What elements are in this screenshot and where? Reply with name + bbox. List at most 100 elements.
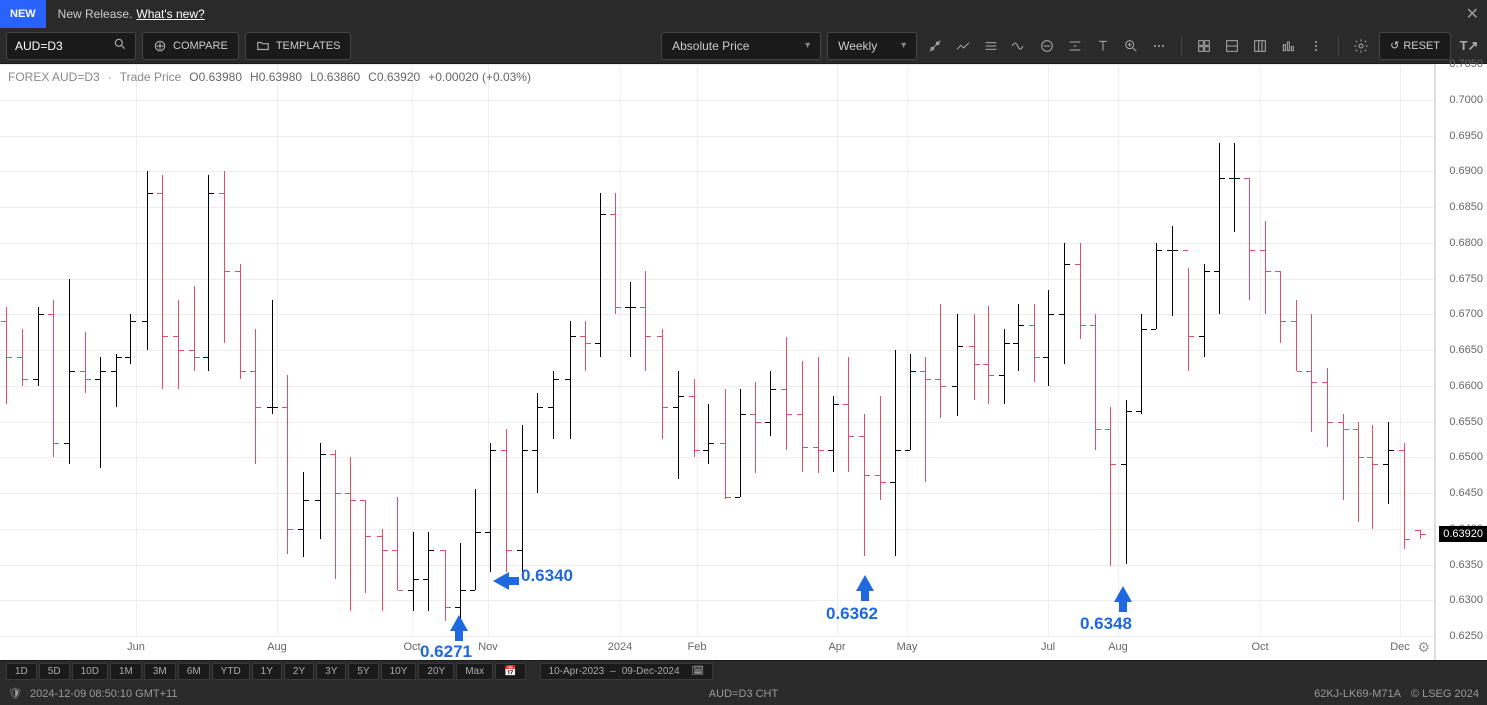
banner-close-icon[interactable]: ✕ (1466, 4, 1479, 24)
range-button-1d[interactable]: 1D (6, 663, 37, 680)
y-axis-label: 0.6900 (1449, 165, 1483, 177)
drawing-tools (923, 34, 1171, 58)
annotation-arrow (493, 572, 509, 590)
list-icon[interactable] (979, 34, 1003, 58)
x-axis-label: Feb (688, 641, 707, 653)
y-axis[interactable]: 0.62500.63000.63500.64000.64500.65000.65… (1435, 64, 1487, 660)
ohlc-o: O0.63980 (189, 70, 242, 84)
y-axis-label: 0.6950 (1449, 130, 1483, 142)
status-copyright: © LSEG 2024 (1411, 688, 1479, 700)
y-axis-label: 0.6350 (1449, 559, 1483, 571)
range-button-5d[interactable]: 5D (39, 663, 70, 680)
banner-text: New Release. (58, 7, 133, 21)
chart-type-label: Trade Price (120, 70, 182, 84)
zoom-icon[interactable] (1119, 34, 1143, 58)
y-axis-label: 0.6700 (1449, 308, 1483, 320)
symbol-input[interactable]: AUD=D3 (6, 32, 136, 60)
symbol-text: AUD=D3 (15, 39, 113, 53)
settings-icon[interactable] (1349, 34, 1373, 58)
y-axis-label: 0.6300 (1449, 594, 1483, 606)
shield-icon: 🛡 (8, 687, 22, 700)
panel-icon[interactable] (1220, 34, 1244, 58)
y-axis-label: 0.6450 (1449, 487, 1483, 499)
time-range-bar: 1D5D10D1M3M6MYTD1Y2Y3Y5Y10Y20YMax📅 10-Apr… (0, 660, 1487, 682)
y-axis-label: 0.6550 (1449, 416, 1483, 428)
annotation-label: 0.6362 (826, 604, 878, 624)
more-icon[interactable] (1147, 34, 1171, 58)
range-button-10y[interactable]: 10Y (381, 663, 417, 680)
y-axis-label: 0.6600 (1449, 380, 1483, 392)
status-center: AUD=D3 CHT (498, 688, 988, 700)
compare-button[interactable]: COMPARE (142, 32, 239, 60)
range-button-6m[interactable]: 6M (178, 663, 210, 680)
range-button-1m[interactable]: 1M (110, 663, 142, 680)
ohlc-h: H0.63980 (250, 70, 302, 84)
x-axis-label: Aug (267, 641, 287, 653)
levels-icon[interactable] (1063, 34, 1087, 58)
interval-dropdown[interactable]: Weekly▾ (827, 32, 917, 60)
range-button-3y[interactable]: 3Y (316, 663, 346, 680)
status-bar: 🛡 2024-12-09 08:50:10 GMT+11 AUD=D3 CHT … (0, 682, 1487, 705)
x-axis-label: Jun (127, 641, 145, 653)
templates-button[interactable]: TEMPLATES (245, 32, 352, 60)
ohlc-chg: +0.00020 (+0.03%) (428, 70, 531, 84)
x-axis-label: Jul (1041, 641, 1055, 653)
circle-icon[interactable] (1035, 34, 1059, 58)
x-axis-label: Apr (828, 641, 845, 653)
ohlc-c: C0.63920 (368, 70, 420, 84)
indicator-icon[interactable] (951, 34, 975, 58)
fullscreen-icon[interactable]: T↗ (1457, 34, 1481, 58)
range-button-1y[interactable]: 1Y (252, 663, 282, 680)
chart-symbol-label: FOREX AUD=D3 (8, 70, 100, 84)
range-button-2y[interactable]: 2Y (284, 663, 314, 680)
annotation-arrow (856, 575, 874, 591)
annotation-label: 0.6271 (420, 642, 472, 662)
current-price-tag: 0.63920 (1439, 526, 1487, 542)
range-button-20y[interactable]: 20Y (418, 663, 454, 680)
grid-icon[interactable] (1192, 34, 1216, 58)
x-axis-label: 2024 (608, 641, 632, 653)
x-axis-label: Nov (478, 641, 498, 653)
range-button-5y[interactable]: 5Y (348, 663, 378, 680)
range-button-3m[interactable]: 3M (144, 663, 176, 680)
ohlc-l: L0.63860 (310, 70, 360, 84)
annotation-label: 0.6340 (521, 566, 573, 586)
toolbar: AUD=D3 COMPARE TEMPLATES Absolute Price▾… (0, 28, 1487, 64)
y-axis-label: 0.7050 (1449, 58, 1483, 70)
y-axis-label: 0.6850 (1449, 201, 1483, 213)
status-timestamp: 2024-12-09 08:50:10 GMT+11 (30, 688, 177, 700)
banner-link[interactable]: What's new? (136, 7, 204, 21)
layout-tools (1192, 34, 1328, 58)
text-icon[interactable] (1091, 34, 1115, 58)
new-badge: NEW (0, 0, 46, 28)
y-axis-label: 0.6500 (1449, 451, 1483, 463)
chart-main[interactable]: FOREX AUD=D3 · Trade Price O0.63980 H0.6… (0, 64, 1435, 660)
wave-icon[interactable] (1007, 34, 1031, 58)
x-axis-label: May (897, 641, 918, 653)
range-button-ytd[interactable]: YTD (212, 663, 250, 680)
x-axis: JunAugOctNov2024FebAprMayJulAugOctDec (0, 636, 1434, 660)
crosshair-icon[interactable] (923, 34, 947, 58)
search-icon[interactable] (113, 37, 127, 54)
range-button-max[interactable]: Max (456, 663, 493, 680)
y-axis-label: 0.6250 (1449, 630, 1483, 642)
x-axis-label: Dec (1390, 641, 1410, 653)
annotation-arrow (450, 615, 468, 631)
annotation-label: 0.6348 (1080, 614, 1132, 634)
date-range[interactable]: 10-Apr-2023–09-Dec-2024🗓 (540, 663, 714, 680)
y-axis-label: 0.6650 (1449, 344, 1483, 356)
reset-button[interactable]: ↺RESET (1379, 32, 1451, 60)
chart-settings-icon[interactable]: ⚙ (1417, 639, 1430, 656)
range-button-10d[interactable]: 10D (72, 663, 108, 680)
chart-type-icon[interactable] (1276, 34, 1300, 58)
price-mode-dropdown[interactable]: Absolute Price▾ (661, 32, 821, 60)
columns-icon[interactable] (1248, 34, 1272, 58)
more2-icon[interactable] (1304, 34, 1328, 58)
top-banner: NEW New Release. What's new? ✕ (0, 0, 1487, 28)
x-axis-label: Aug (1108, 641, 1128, 653)
x-axis-label: Oct (403, 641, 420, 653)
calendar-icon[interactable]: 📅 (495, 663, 525, 680)
status-code: 62KJ-LK69-M71A (1314, 688, 1401, 700)
chart-info: FOREX AUD=D3 · Trade Price O0.63980 H0.6… (8, 70, 531, 84)
chart-area: FOREX AUD=D3 · Trade Price O0.63980 H0.6… (0, 64, 1487, 660)
